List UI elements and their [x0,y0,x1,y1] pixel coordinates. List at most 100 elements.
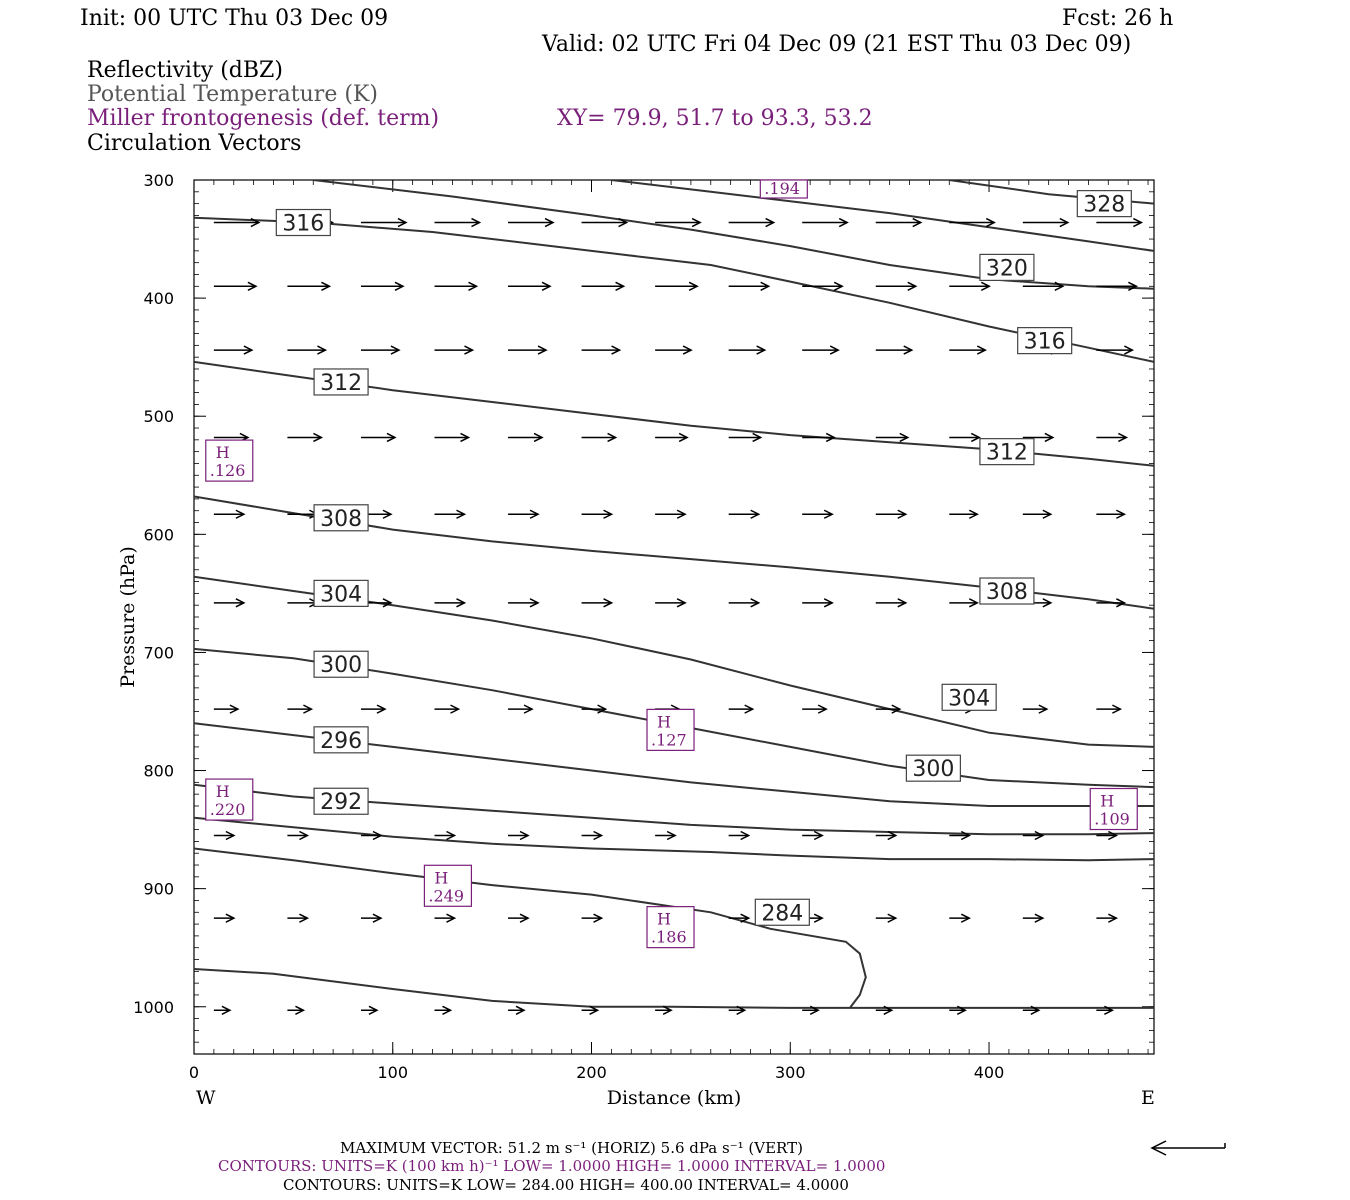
vector-head [980,281,991,291]
contour-label-box [979,438,1035,466]
vector-head [321,281,332,291]
vector-arrow [213,217,261,228]
high-box [1089,787,1138,831]
vector-head [317,345,328,355]
vector-head [829,345,840,355]
vector-head [1112,704,1123,714]
vector-head [1042,598,1053,608]
vector-head [235,509,246,519]
vector-arrow [434,345,475,355]
vector-head [529,509,540,519]
vector-head [823,598,834,608]
vector-head [1042,509,1053,519]
vector-head [537,345,548,355]
vector-head [1124,345,1135,355]
vector-head [960,830,971,841]
y-tick-label: 900 [143,880,174,899]
vector-head [390,345,401,355]
high-letter: H [657,712,671,731]
x-axis-label: Distance (km) [607,1087,742,1109]
vector-head [956,1005,967,1015]
vector-arrow [434,432,471,443]
vector-arrow [1022,704,1049,714]
vector-head [299,913,310,923]
y-tick-label: 1000 [133,998,174,1017]
vector-head [1128,281,1139,291]
vector-head [1034,830,1045,841]
field-reflectivity: Reflectivity (dBZ) [87,58,283,83]
contour-label: 304 [320,582,362,607]
vector-arrow [728,1005,747,1015]
vector-arrow [581,913,604,923]
vector-arrow [655,281,699,291]
contour-label-box [979,577,1035,605]
vector-arrow [875,704,902,714]
vector-arrow [360,704,387,714]
vector-arrow [949,598,979,608]
contour-label-box [313,787,369,815]
contour-label-box [1017,327,1073,355]
vector-arrow [287,281,332,291]
vector-head [603,598,614,608]
vector-arrow [1096,704,1123,714]
vector-arrow [1096,830,1119,841]
vector-arrow [1022,281,1065,291]
vector-head [976,345,987,355]
contour-label: 312 [320,371,362,396]
vector-arrow [949,509,979,519]
vector-head [456,509,467,519]
vector-arrow [802,281,844,291]
vector-arrow [875,345,914,355]
y-tick-label: 300 [143,171,174,190]
high-letter: H [657,910,671,929]
theta-contour [194,968,1154,1009]
x-tick-label: 100 [377,1063,408,1082]
max-vector-text: MAXIMUM VECTOR: 51.2 m s⁻¹ (HORIZ) 5.6 d… [340,1139,803,1157]
contour-label: 308 [320,507,362,532]
theta-contour [194,847,867,1009]
vector-head [1116,598,1127,608]
theta-contour [194,216,1154,363]
vector-arrow [508,913,530,923]
theta-contour [194,816,1154,862]
vector-arrow [287,913,310,923]
vector-arrow [1022,1005,1041,1015]
vector-arrow [360,913,383,923]
vector-arrow [434,1005,453,1015]
vector-arrow [1096,217,1144,228]
vector-head [912,217,923,228]
vector-head [688,281,699,291]
vector-arrow [655,598,687,608]
vector-arrow [802,509,834,519]
vector-head [382,598,393,608]
vector-head [1034,913,1045,923]
vector-head [887,913,898,923]
vector-head [678,432,689,443]
vector-head [382,509,393,519]
vector-arrow [728,345,767,355]
vector-arrow [434,281,479,291]
contour-label: 304 [948,686,990,711]
vector-head [752,432,763,443]
vector-head [372,913,383,923]
frontogenesis-contour-info: CONTOURS: UNITS=K (100 km h)⁻¹ LOW= 1.00… [218,1157,885,1175]
contour-label: 328 [1083,193,1125,218]
vector-arrow [508,345,548,355]
reference-vector-arrow [1150,1140,1226,1156]
contour-label: 300 [912,757,954,782]
vector-head [760,281,771,291]
vector-head [838,217,849,228]
vector-arrow [1096,509,1127,519]
vector-head [809,1005,820,1015]
vector-head [243,345,254,355]
vector-head [372,830,383,841]
vector-head [541,281,552,291]
vector-arrow [875,830,898,841]
contour-label-box [979,253,1035,281]
contour-label: 296 [320,729,362,754]
vector-arrow [949,913,971,923]
contour-label: 292 [320,790,362,815]
vector-head [468,281,479,291]
vector-head [833,281,844,291]
